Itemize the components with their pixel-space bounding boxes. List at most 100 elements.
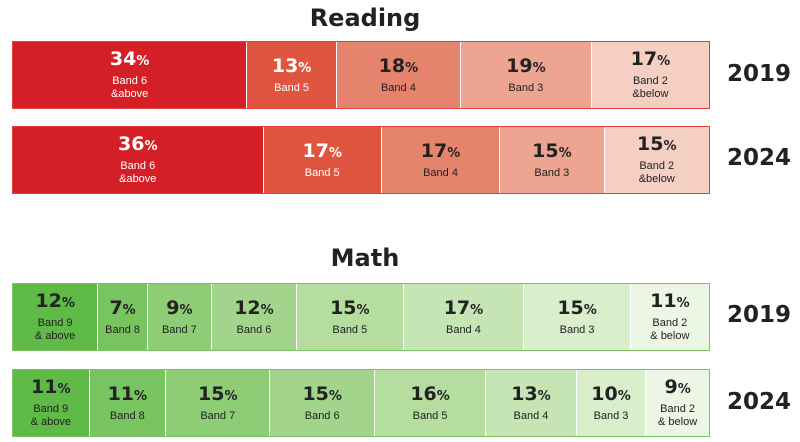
segment-value-number: 9 [166, 296, 180, 319]
segment-value: 15% [532, 141, 571, 164]
reading-2019-segment-3: 19% Band 3 [460, 42, 592, 108]
segment-label: Band 8 [105, 323, 140, 336]
segment-value: 15% [330, 298, 369, 321]
math-2024-year-label: 2024 [726, 389, 791, 415]
math-2019-bar: 12% Band 9 & above 7% Band 8 9% Band 7 12% Band… [12, 283, 710, 351]
segment-value: 11% [31, 377, 70, 400]
math-2019-segment-2: 9% Band 7 [147, 284, 212, 350]
segment-value-unit: % [134, 388, 148, 404]
segment-value-unit: % [260, 302, 274, 318]
segment-value-unit: % [144, 139, 158, 154]
math-2019-segment-0: 12% Band 9 & above [13, 284, 99, 350]
segment-value-number: 15 [532, 139, 559, 162]
segment-value-unit: % [61, 296, 75, 311]
math-chart-title: Math [330, 244, 400, 272]
math-2019-segment-4: 15% Band 5 [297, 284, 404, 350]
segment-value: 17% [444, 298, 483, 321]
reading-2024-segment-2: 17% Band 4 [381, 127, 501, 193]
segment-value: 16% [410, 384, 449, 407]
math-2019-segment-1: 7% Band 8 [98, 284, 148, 350]
segment-value-number: 15 [330, 296, 357, 319]
segment-value: 11% [108, 384, 147, 407]
segment-value-number: 10 [591, 382, 618, 405]
segment-value-number: 15 [198, 382, 225, 405]
segment-label: Band 9 & above [34, 317, 76, 342]
reading-2019-segment-4: 17% Band 2 &below [591, 42, 709, 108]
segment-value: 12% [234, 298, 273, 321]
segment-label: Band 6 [304, 409, 340, 422]
segment-value-number: 13 [271, 54, 299, 77]
segment-value-unit: % [328, 145, 342, 161]
segment-value: 11% [650, 291, 689, 314]
segment-value-unit: % [558, 145, 572, 161]
segment-label: Band 5 [412, 409, 448, 422]
reading-chart-title: Reading [309, 4, 421, 32]
segment-label: Band 2 &below [632, 75, 669, 100]
segment-value: 17% [631, 49, 670, 72]
segment-value-number: 17 [420, 139, 448, 162]
segment-value-unit: % [537, 388, 551, 404]
segment-label: Band 6 &above [119, 160, 157, 185]
reading-2024-segment-3: 15% Band 3 [500, 127, 605, 193]
segment-label: Band 7 [161, 323, 197, 336]
segment-value-number: 16 [410, 382, 437, 405]
segment-value-unit: % [532, 60, 546, 76]
reading-2019-bar: 34% Band 6 &above 13% Band 5 18% Band 4 19% Ban… [12, 41, 710, 109]
segment-label: Band 2 &below [638, 160, 675, 185]
segment-value-unit: % [663, 139, 677, 154]
math-2024-segment-5: 13% Band 4 [486, 370, 577, 436]
segment-value: 15% [198, 384, 237, 407]
segment-label: Band 4 [445, 323, 481, 336]
segment-label: Band 7 [200, 409, 236, 422]
segment-value-unit: % [356, 302, 370, 318]
segment-label: Band 6 [236, 323, 272, 336]
segment-value: 9% [166, 298, 192, 321]
segment-value: 17% [421, 141, 460, 164]
segment-value: 13% [272, 56, 311, 79]
segment-value-number: 17 [630, 48, 658, 70]
math-2024-segment-7: 9% Band 2 & below [646, 370, 709, 436]
segment-value-unit: % [224, 388, 238, 404]
segment-value-number: 12 [234, 296, 261, 319]
segment-value-unit: % [617, 388, 631, 404]
segment-label: Band 6 &above [110, 75, 149, 100]
math-2024-bar: 11% Band 9 & above 11% Band 8 15% Band 7 15% Ba… [12, 369, 710, 437]
segment-label: Band 8 [109, 409, 145, 422]
segment-value: 7% [109, 298, 135, 321]
segment-value: 13% [511, 384, 550, 407]
segment-label: Band 4 [513, 409, 549, 422]
reading-2024-segment-1: 17% Band 5 [263, 127, 382, 193]
reading-2024-segment-4: 15% Band 2 &below [604, 127, 709, 193]
segment-label: Band 3 [559, 323, 595, 336]
segment-value-number: 11 [650, 290, 677, 312]
segment-value: 15% [637, 134, 676, 157]
segment-value-number: 12 [35, 290, 62, 312]
segment-value-number: 15 [302, 382, 329, 405]
segment-label: Band 5 [274, 81, 310, 94]
reading-2019-year-label: 2019 [726, 61, 791, 87]
math-2024-segment-6: 10% Band 3 [576, 370, 647, 436]
math-2024-segment-0: 11% Band 9 & above [13, 370, 90, 436]
reading-2024-bar: 36% Band 6 &above 17% Band 5 17% Band 4 15% Ban… [12, 126, 710, 194]
segment-value-unit: % [583, 302, 597, 318]
math-2019-segment-5: 17% Band 4 [403, 284, 525, 350]
segment-value-number: 17 [302, 139, 329, 162]
segment-value-unit: % [122, 302, 136, 318]
segment-value-unit: % [179, 302, 193, 318]
segment-value-unit: % [657, 54, 671, 69]
segment-value-unit: % [676, 296, 690, 311]
segment-value: 19% [506, 56, 545, 79]
segment-value-number: 9 [664, 376, 678, 398]
segment-value-number: 15 [637, 133, 664, 155]
segment-label: Band 4 [380, 81, 416, 94]
segment-value-unit: % [405, 60, 419, 76]
segment-label: Band 5 [332, 323, 368, 336]
math-2024-segment-3: 15% Band 6 [270, 370, 375, 436]
segment-label: Band 4 [423, 166, 458, 179]
segment-value-unit: % [677, 382, 691, 397]
segment-label: Band 2 & below [658, 403, 698, 428]
segment-value-unit: % [136, 54, 150, 69]
segment-value-number: 13 [511, 382, 538, 405]
segment-label: Band 9 & above [30, 403, 71, 428]
segment-value-unit: % [470, 302, 484, 318]
